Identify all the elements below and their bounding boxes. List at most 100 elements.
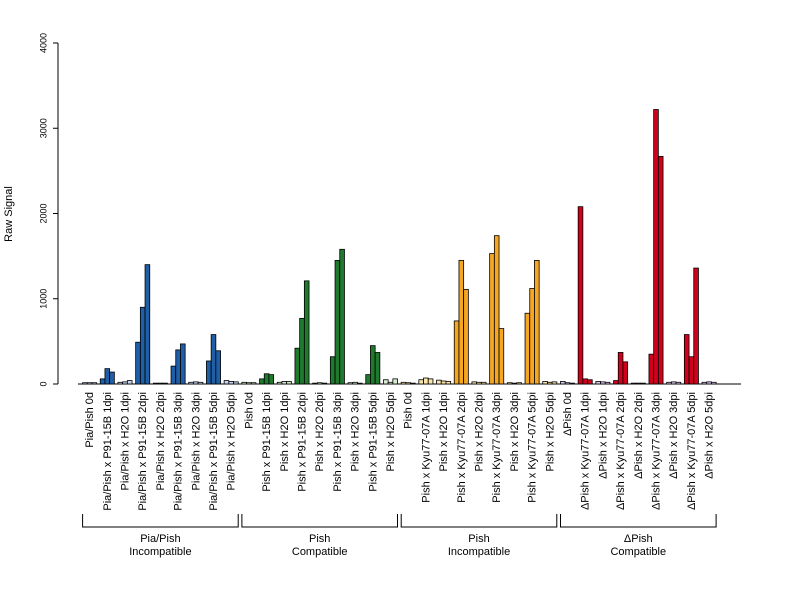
bar: [117, 381, 124, 385]
bar: [250, 382, 257, 385]
group-bracket: [400, 514, 558, 528]
y-tick-label: 3000: [38, 118, 48, 138]
bar: [666, 381, 672, 385]
bar: [600, 381, 606, 385]
category-label: ΔPish 0d: [562, 392, 574, 436]
category-label: ΔPish x Kyu77-07A 5dpi: [686, 392, 698, 510]
category-label: Pish x Kyu77-07A 3dpi: [491, 392, 503, 503]
bar: [281, 381, 288, 385]
category-label: Pish 0d: [243, 392, 255, 429]
bar: [294, 347, 301, 385]
bar: [622, 361, 629, 385]
group-label-line1: Pish: [309, 533, 330, 545]
bar: [357, 382, 363, 385]
group-label-line1: Pia/Pish: [140, 533, 180, 545]
group-bracket: [560, 514, 717, 528]
bar: [268, 374, 275, 385]
category-labels: Pia/Pish 0d Pia/Pish x P91-15B 1dpi Pia/Pi…: [84, 392, 715, 511]
bar: [427, 378, 434, 385]
category-label: ΔPish x H2O 3dpi: [668, 392, 680, 479]
bar: [604, 381, 611, 385]
bar: [259, 378, 265, 385]
bar: [334, 259, 341, 385]
bar: [635, 382, 642, 385]
bar: [688, 356, 695, 385]
bar: [352, 381, 358, 385]
bar: [316, 382, 323, 385]
bar: [613, 380, 619, 385]
bar: [347, 382, 354, 385]
bar: [516, 382, 522, 385]
bar: [329, 356, 336, 385]
bar: [374, 352, 381, 385]
bar: [498, 328, 505, 385]
bar: [197, 381, 204, 385]
bar: [400, 381, 407, 385]
bar: [215, 350, 221, 385]
group-label-line2: Compatible: [292, 546, 348, 558]
bar: [223, 380, 230, 385]
bar: [210, 334, 217, 385]
bar: [683, 334, 690, 385]
bar: [276, 381, 283, 385]
bar: [126, 380, 133, 385]
group-brackets: Pia/PishIncompatiblePishCompatiblePishIn…: [82, 514, 717, 558]
bar: [170, 365, 177, 385]
bar: [91, 382, 98, 385]
category-label: Pish x H2O 1dpi: [438, 392, 450, 471]
bar: [109, 371, 115, 385]
category-label: ΔPish x Kyu77-07A 2dpi: [615, 392, 627, 510]
bar: [392, 378, 398, 385]
bar: [263, 373, 270, 385]
y-tick-label: 2000: [38, 203, 48, 223]
bar: [144, 264, 151, 385]
bar: [670, 381, 677, 385]
bar: [582, 378, 588, 385]
y-axis-title: Raw Signal: [3, 186, 15, 242]
bar: [188, 381, 194, 385]
bar: [312, 382, 318, 385]
bar: [86, 382, 93, 385]
bar: [480, 381, 487, 385]
category-label: Pish 0d: [403, 392, 415, 429]
bar: [463, 288, 469, 385]
bar: [423, 377, 429, 385]
bar: [648, 353, 655, 385]
bar: [453, 320, 460, 385]
bar: [701, 381, 708, 385]
category-label: Pish x Kyu77-07A 5dpi: [527, 392, 539, 503]
bar: [339, 248, 345, 385]
bar: [524, 312, 531, 385]
group-label-line2: Compatible: [610, 546, 666, 558]
bar: [233, 381, 239, 385]
group-label-line2: Incompatible: [448, 546, 510, 558]
bar: [162, 382, 168, 385]
category-label: Pia/Pish x P91-15B 5dpi: [208, 392, 220, 511]
y-tick-label: 1000: [38, 289, 48, 309]
category-label: Pish x H2O 5dpi: [544, 392, 556, 471]
bar: [569, 382, 575, 385]
bar: [436, 379, 442, 385]
bar: [458, 259, 465, 385]
group-bracket: [82, 514, 239, 528]
category-label: Pia/Pish x H2O 1dpi: [120, 392, 132, 490]
bar: [383, 379, 389, 385]
y-axis: 0 1000 2000 3000 4000: [38, 33, 59, 387]
bar: [410, 382, 416, 385]
category-label: Pish x P91-15B 2dpi: [297, 392, 309, 492]
bar: [630, 382, 637, 385]
category-label: ΔPish x Kyu77-07A 3dpi: [651, 392, 663, 510]
bar: [640, 382, 646, 385]
bar: [657, 155, 664, 385]
bar: [157, 382, 164, 385]
bar: [547, 381, 553, 385]
bar: [551, 381, 558, 385]
bar: [175, 349, 181, 385]
bar: [405, 382, 411, 385]
bar: [542, 381, 548, 385]
bar: [653, 109, 659, 385]
bar: [564, 382, 571, 385]
category-label: Pia/Pish x P91-15B 1dpi: [102, 392, 114, 511]
category-label: Pish x H2O 1dpi: [279, 392, 291, 471]
